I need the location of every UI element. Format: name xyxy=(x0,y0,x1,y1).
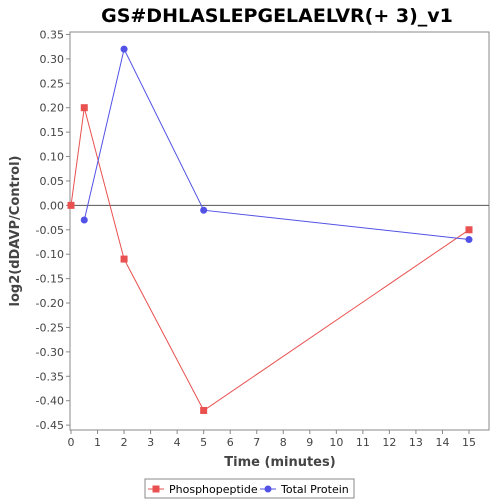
data-point-total-protein xyxy=(80,216,88,224)
data-point-phosphopeptide xyxy=(80,104,88,112)
y-tick-label: -0.05 xyxy=(36,224,64,237)
y-tick-label: -0.30 xyxy=(36,346,64,359)
y-tick-label: 0.00 xyxy=(40,199,65,212)
y-tick-label: -0.35 xyxy=(36,370,64,383)
x-tick-label: 5 xyxy=(200,436,207,449)
y-tick-label: -0.15 xyxy=(36,273,64,286)
y-tick-label: 0.05 xyxy=(40,175,65,188)
legend-label-total-protein: Total Protein xyxy=(280,483,349,496)
x-tick-label: 4 xyxy=(174,436,181,449)
x-tick-label: 2 xyxy=(121,436,128,449)
data-point-total-protein xyxy=(465,236,473,244)
y-tick-label: 0.20 xyxy=(40,102,65,115)
y-tick-label: -0.20 xyxy=(36,297,64,310)
x-axis: 0 1 2 3 4 5 6 7 8 9 10 11 12 13 14 15 xyxy=(68,430,476,449)
x-tick-label: 7 xyxy=(253,436,260,449)
y-tick-label: 0.30 xyxy=(40,53,65,66)
y-tick-label: -0.10 xyxy=(36,248,64,261)
x-tick-label: 3 xyxy=(147,436,154,449)
legend: Phosphopeptide Total Protein xyxy=(144,478,355,499)
y-tick-label: 0.15 xyxy=(40,126,65,139)
x-tick-label: 13 xyxy=(409,436,423,449)
y-tick-label: 0.25 xyxy=(40,77,65,90)
x-tick-label: 9 xyxy=(306,436,313,449)
y-tick-label: 0.10 xyxy=(40,151,65,164)
x-tick-label: 11 xyxy=(356,436,370,449)
y-axis-label: log2(dDAVP/Control) xyxy=(8,156,23,307)
x-tick-label: 12 xyxy=(382,436,396,449)
y-tick-label: -0.45 xyxy=(36,419,64,432)
data-point-total-protein xyxy=(200,206,208,214)
plot-area xyxy=(69,31,490,431)
data-point-phosphopeptide xyxy=(67,201,75,209)
y-axis: 0.35 0.30 0.25 0.20 0.15 0.10 0.05 0.00 -0.05 -0.… xyxy=(36,28,70,432)
y-tick-label: 0.35 xyxy=(40,28,65,41)
x-tick-label: 15 xyxy=(462,436,476,449)
x-tick-label: 10 xyxy=(329,436,343,449)
series-layer xyxy=(67,45,473,414)
x-tick-label: 14 xyxy=(435,436,449,449)
legend-marker-phosphopeptide xyxy=(152,485,160,493)
series-line-total-protein xyxy=(83,47,470,240)
x-axis-label: Time (minutes) xyxy=(224,455,335,470)
legend-label-phosphopeptide: Phosphopeptide xyxy=(169,483,258,496)
data-point-phosphopeptide xyxy=(465,226,473,234)
data-point-phosphopeptide xyxy=(200,406,208,414)
data-point-total-protein xyxy=(120,45,128,53)
x-tick-label: 0 xyxy=(68,436,75,449)
y-tick-label: -0.25 xyxy=(36,321,64,334)
y-tick-label: -0.40 xyxy=(36,395,64,408)
x-tick-label: 8 xyxy=(280,436,287,449)
x-tick-label: 1 xyxy=(94,436,101,449)
legend-marker-total-protein xyxy=(264,485,272,493)
data-point-phosphopeptide xyxy=(120,255,128,263)
legend-box xyxy=(144,478,355,499)
chart-title: GS#DHLASLEPGELAELVR(+ 3)_v1 xyxy=(101,5,453,27)
x-tick-label: 6 xyxy=(227,436,234,449)
